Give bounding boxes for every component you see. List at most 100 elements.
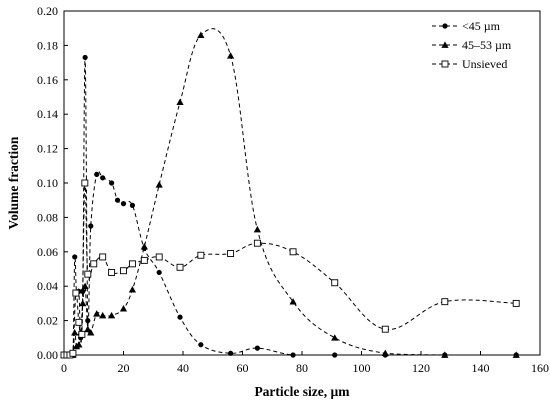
data-point [155,181,163,188]
data-point [129,202,136,208]
data-point [155,253,163,261]
y-tick-label: 0.18 [37,38,58,52]
x-tick-label: 20 [118,361,130,375]
data-point [289,248,297,256]
data-point [176,98,184,106]
data-point [381,349,389,357]
data-point [198,342,204,348]
data-point [156,269,162,276]
y-tick-label: 0.12 [37,142,58,156]
x-tick-label: 40 [177,361,189,375]
data-point [140,256,148,264]
x-tick-label: 140 [472,361,490,375]
data-point [88,223,94,229]
series-layer [60,28,520,359]
x-tick-label: 100 [353,361,371,375]
legend-marker [441,41,449,48]
data-point [84,270,92,278]
series-line [64,28,517,356]
y-tick-label: 0.04 [37,279,58,293]
legend-item: <45 µm [432,19,501,33]
data-point [93,310,101,317]
data-point [84,325,92,333]
data-point [69,349,77,357]
data-point [99,253,107,261]
data-point [119,304,128,312]
y-tick-label: 0.14 [37,107,58,121]
legend-item: 45–53 µm [432,38,512,52]
data-point [114,197,121,203]
data-point [108,268,116,276]
data-point [512,299,520,307]
data-point [290,352,296,358]
data-point [331,334,339,341]
data-point [381,325,389,333]
data-point [90,260,98,268]
x-axis-title: Particle size, µm [254,384,350,399]
data-point [108,311,116,319]
legend-item: Unsieved [432,57,507,71]
y-tick-label: 0.16 [37,73,58,87]
data-point [512,351,520,358]
data-point [72,254,78,260]
y-tick-label: 0.02 [37,314,58,328]
data-point [177,314,183,320]
data-point [75,341,83,348]
x-tick-label: 160 [531,361,549,375]
series-square [60,179,520,359]
data-point [85,318,91,324]
x-tick-label: 60 [237,361,249,375]
x-tick-label: 80 [296,361,308,375]
legend-label: Unsieved [462,57,507,71]
legend-label: <45 µm [462,19,501,33]
data-point [227,250,235,257]
data-point [109,180,115,186]
data-point [197,251,205,259]
data-point [79,299,87,307]
data-point [289,298,297,305]
data-point [228,350,234,356]
series-line [64,181,517,356]
legend-marker [442,23,448,29]
y-axis-title: Volume fraction [6,136,21,229]
data-point [197,31,205,38]
x-tick-label: 0 [61,361,67,375]
data-point [72,289,80,297]
y-tick-label: 0.00 [37,348,58,362]
data-point [100,175,106,181]
series-triangle [60,28,520,358]
legend-marker [441,60,449,68]
data-point [71,329,79,336]
data-point [128,286,137,293]
data-point [82,54,88,61]
data-point [253,225,261,233]
data-point [87,329,95,336]
axes: 0 20 40 60 80 100 120 140 160 0.00 0.02 0.04 0.06 0.0… [37,4,549,375]
data-point [128,260,136,268]
data-point [332,352,338,358]
data-point [254,345,260,351]
data-point [441,351,449,358]
series-circle [61,54,519,358]
data-point [176,263,184,271]
data-point [81,179,89,187]
data-point [75,318,83,326]
x-tick-label: 120 [412,361,430,375]
data-point [253,239,261,247]
data-point [140,243,148,250]
legend-label: 45–53 µm [462,38,512,52]
y-tick-label: 0.10 [37,176,58,190]
y-tick-label: 0.06 [37,245,58,259]
data-point [441,298,449,306]
data-point [120,267,127,275]
y-tick-label: 0.08 [37,210,58,224]
legend: <45 µm 45–53 µm Unsieved [432,19,512,71]
data-point [227,52,235,59]
data-point [331,279,339,287]
data-point [99,311,107,319]
data-point [94,171,100,177]
y-tick-label: 0.20 [37,4,58,18]
data-point [78,330,86,338]
